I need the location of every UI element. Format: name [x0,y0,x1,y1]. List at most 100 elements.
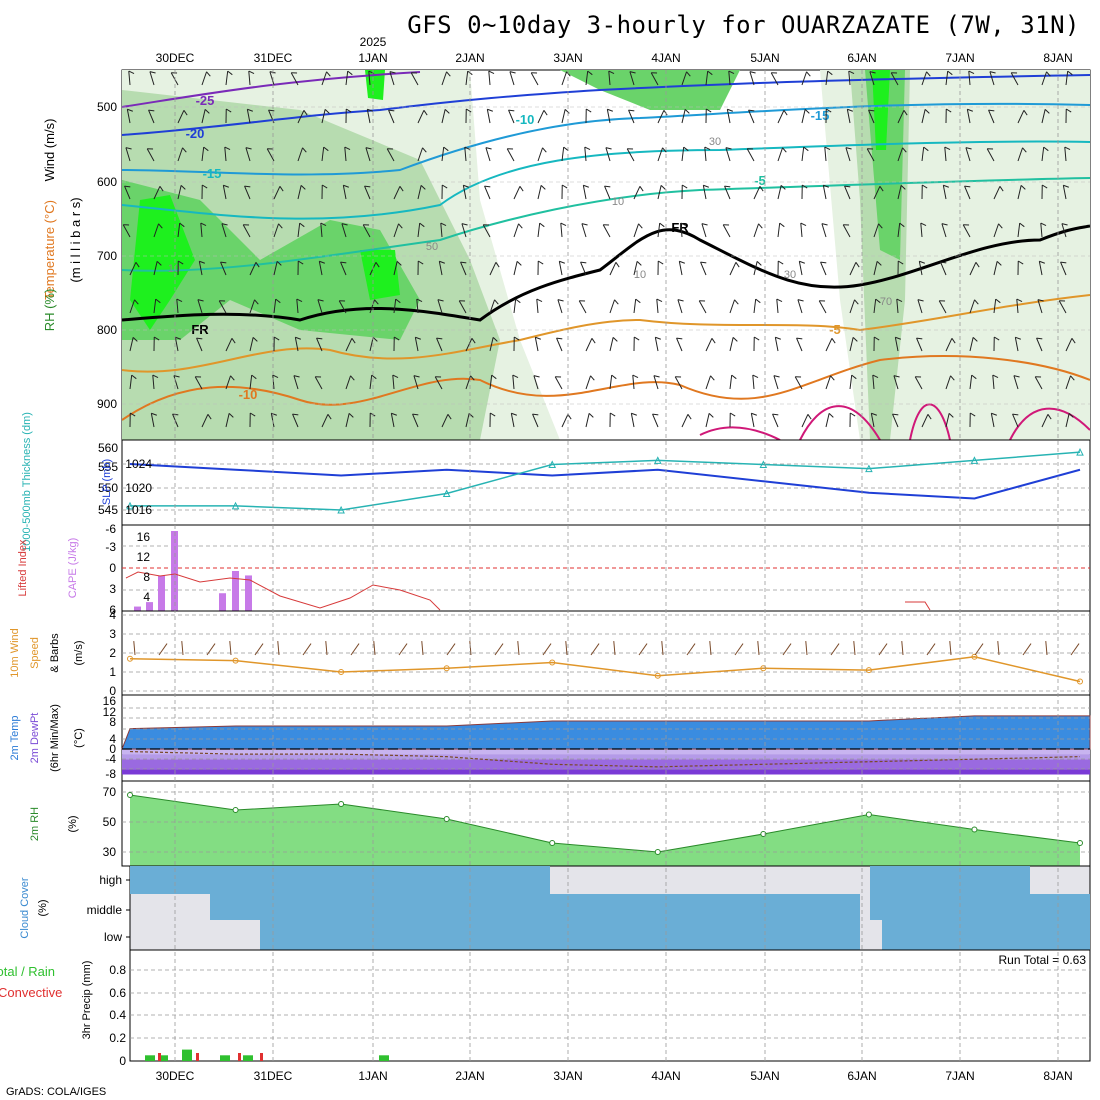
barb-flag [559,260,565,264]
barb-staff [340,261,347,276]
barb-flag [652,413,659,416]
barb-staff [1041,147,1045,162]
wind-barb [369,374,377,390]
axis-tick-label: 3 [109,582,116,596]
wind-barb [845,147,852,162]
barb-staff [917,299,923,314]
wind-barb [605,147,612,162]
wind-unit: (m/s) [73,640,85,665]
axis-tick-label: 800 [97,323,117,337]
wind-barb [628,109,635,124]
thickness-point [865,464,873,473]
barb-flag [172,413,179,416]
wind-barb [893,375,900,390]
barb-staff [770,72,779,86]
wind-barb [969,412,976,428]
barb-staff [968,71,971,86]
barb-flag [295,336,301,340]
barb-flag [1039,260,1045,264]
barb-staff [464,147,467,162]
credit: GrADS: COLA/IGES [6,1086,106,1098]
wind-barb [345,338,356,352]
barb-flag [608,70,615,75]
barb-flag [465,108,472,113]
cape-bar [245,575,252,611]
axis-tick-label: 30 [103,845,117,859]
wind-barb [201,184,208,200]
precip-label-1: Total / Rain [0,964,55,979]
barb-staff [585,71,589,86]
wind-barb [772,413,779,428]
barb-staff [920,223,923,238]
barb-staff [722,224,731,238]
rh2m-point [971,826,978,833]
barb-flag [699,300,706,302]
rh2m-grid [122,791,1090,853]
barb-flag [267,148,274,150]
wind-barb [177,222,185,238]
barb-flag [300,184,306,190]
wind-speed-line [129,656,1081,683]
barb-staff [124,185,131,200]
barb-flag [1046,71,1051,77]
wind-barb [608,70,615,86]
barb-flag [603,224,610,226]
barb-flag [1011,72,1018,74]
barb-flag [321,184,328,189]
barb-flag [1044,108,1050,114]
wind-barb [345,375,355,390]
wind-barb [296,298,303,314]
barb-staff [532,413,539,428]
wind-barb [129,299,139,314]
axis-tick-label: 3 [109,627,116,641]
thickness-axis: 560 555 550 545 [98,441,118,517]
wind-barb [244,185,251,200]
date-label-top: 5JAN [750,51,779,65]
date-label-top: 30DEC [156,51,195,65]
wind-barb [174,336,181,352]
barb-staff [318,261,323,276]
barb-flag [268,109,275,112]
barb-staff [729,337,734,352]
barb-staff [921,414,929,428]
barb-flag [807,414,812,420]
barb-flag [686,71,691,77]
barb-flag [659,222,665,228]
barb-staff [513,299,517,314]
temperature-area [121,715,1091,750]
cloud-row-label: low [104,930,122,944]
barb-staff [1065,375,1072,390]
surface-barb [206,643,216,656]
wind-barb [676,337,683,352]
wind-barb [921,146,929,162]
wind-barb [1037,299,1044,314]
barb-flag [680,222,687,227]
barb-staff [393,299,397,314]
upper-wind-barbs [122,70,1090,428]
isotherm-plus10 [122,355,1090,421]
barb-staff [314,376,323,390]
barb-flag [677,299,684,302]
barb-flag [752,374,759,379]
precip-bar [182,1049,192,1061]
wind-barb [558,260,565,276]
barb-staff [729,375,733,390]
barb-flag [800,222,807,227]
wind-barb [249,299,259,314]
wind-barb [705,412,714,428]
isotherm-label: -5 [754,173,766,188]
barb-flag [941,223,948,226]
barb-flag [759,186,764,192]
barb-flag [203,146,209,152]
rh-contour-label: 70 [880,296,892,308]
wind-barb [417,222,425,238]
barb-flag [969,412,976,417]
barb-staff [825,413,830,428]
wind-barb [657,147,667,162]
wind-barb [510,412,517,428]
wind-barb [825,70,833,86]
cape-bar [171,531,178,611]
barb-staff [1017,110,1025,124]
wind-barb [1017,147,1027,162]
barb-flag [943,184,949,188]
